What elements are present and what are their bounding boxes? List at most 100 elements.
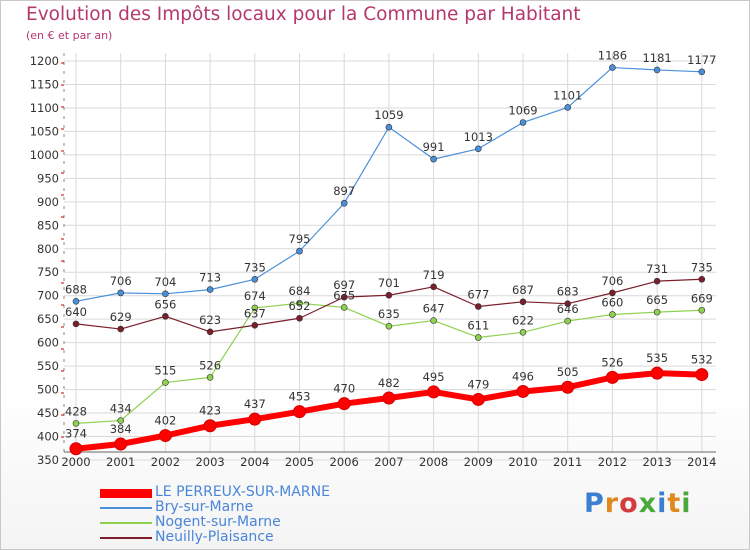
series-point <box>609 311 616 318</box>
series-point <box>72 320 80 328</box>
legend-swatch <box>100 522 152 524</box>
series-point <box>158 429 172 443</box>
series-point <box>340 199 348 207</box>
series-point <box>117 325 124 333</box>
series-point <box>564 317 572 325</box>
legend-swatch <box>100 507 152 509</box>
series-point <box>474 145 482 153</box>
chart-title: Evolution des Impôts locaux pour la Comm… <box>26 4 581 25</box>
data-label: 374 <box>65 427 87 441</box>
data-label: 637 <box>244 306 266 320</box>
y-tick-label: 350 <box>37 453 59 467</box>
logo-letter: P <box>584 488 605 519</box>
data-label: 991 <box>423 140 445 154</box>
data-label: 532 <box>691 353 713 367</box>
data-label: 704 <box>154 275 176 289</box>
data-label: 470 <box>333 382 355 396</box>
data-label: 423 <box>199 404 221 418</box>
data-label: 735 <box>691 260 713 274</box>
data-label: 684 <box>289 284 311 298</box>
data-label: 1177 <box>687 53 716 67</box>
series-point <box>519 329 527 336</box>
data-label: 719 <box>423 268 445 282</box>
y-tick-label: 700 <box>37 289 59 303</box>
series-point <box>653 308 661 316</box>
series-point <box>474 303 482 310</box>
series-point <box>474 334 482 341</box>
y-tick-label: 950 <box>37 171 59 185</box>
series-point <box>564 300 572 307</box>
x-tick-label: 2012 <box>598 455 627 469</box>
data-label: 1101 <box>553 88 582 102</box>
legend-label: LE PERREUX-SUR-MARNE <box>155 484 330 500</box>
x-tick-label: 2014 <box>687 455 716 469</box>
y-tick-label: 1000 <box>30 148 59 162</box>
series-point <box>382 391 396 405</box>
data-label: 897 <box>333 184 355 198</box>
legend-swatch <box>100 537 152 539</box>
series-point <box>69 442 83 456</box>
data-label: 629 <box>110 310 132 324</box>
data-label: 428 <box>65 404 87 418</box>
logo-letter: i <box>681 488 692 519</box>
y-tick-label: 1200 <box>30 54 59 68</box>
y-tick-label: 650 <box>37 312 59 326</box>
x-tick-label: 2008 <box>419 455 448 469</box>
data-label: 687 <box>512 283 534 297</box>
series-lines <box>69 64 709 456</box>
x-tick-label: 2007 <box>374 455 403 469</box>
data-label: 479 <box>467 377 489 391</box>
y-tick-label: 400 <box>37 430 59 444</box>
data-label: 660 <box>601 295 623 309</box>
proxiti-logo: Proxiti <box>584 488 692 519</box>
series-point <box>698 275 706 283</box>
data-label: 688 <box>65 282 87 296</box>
x-tick-label: 2005 <box>285 455 314 469</box>
x-tick-label: 2011 <box>553 455 582 469</box>
data-label: 640 <box>65 305 87 319</box>
data-label: 1069 <box>508 103 537 117</box>
y-tick-label: 1150 <box>30 77 59 91</box>
data-label: 731 <box>646 262 668 276</box>
logo-letter: o <box>619 488 639 519</box>
series-point <box>609 289 616 297</box>
data-label: 526 <box>199 358 221 372</box>
logo-letter: x <box>638 488 658 519</box>
data-label: 646 <box>557 302 579 316</box>
series-point <box>653 277 661 285</box>
data-label: 675 <box>333 288 355 302</box>
data-label: 434 <box>110 402 132 416</box>
x-tick-label: 2003 <box>195 455 224 469</box>
y-tick-label: 500 <box>37 383 59 397</box>
data-label: 706 <box>601 274 623 288</box>
x-tick-label: 2002 <box>151 455 180 469</box>
data-label: 515 <box>154 364 176 378</box>
x-tick-label: 2009 <box>464 455 493 469</box>
data-label: 1181 <box>642 51 671 65</box>
data-label: 495 <box>423 370 445 384</box>
data-label: 665 <box>646 293 668 307</box>
series-point <box>72 298 80 305</box>
data-label: 535 <box>646 351 668 365</box>
data-label: 713 <box>199 271 221 285</box>
data-label: 701 <box>378 276 400 290</box>
data-label: 706 <box>110 274 132 288</box>
data-label: 437 <box>244 397 266 411</box>
series-point <box>385 123 393 131</box>
series-point <box>519 298 527 306</box>
logo-letter: t <box>667 488 682 519</box>
series-point <box>650 366 664 380</box>
y-tick-label: 600 <box>37 336 59 350</box>
series-point <box>340 304 348 311</box>
series-point <box>296 314 303 322</box>
y-tick-label: 550 <box>37 359 59 373</box>
series-point <box>248 412 262 426</box>
series-point <box>698 306 706 314</box>
series-point <box>385 322 393 330</box>
data-label: 1186 <box>598 49 627 63</box>
y-tick-label: 1100 <box>30 101 59 115</box>
series-point <box>296 247 303 255</box>
data-label: 526 <box>601 355 623 369</box>
